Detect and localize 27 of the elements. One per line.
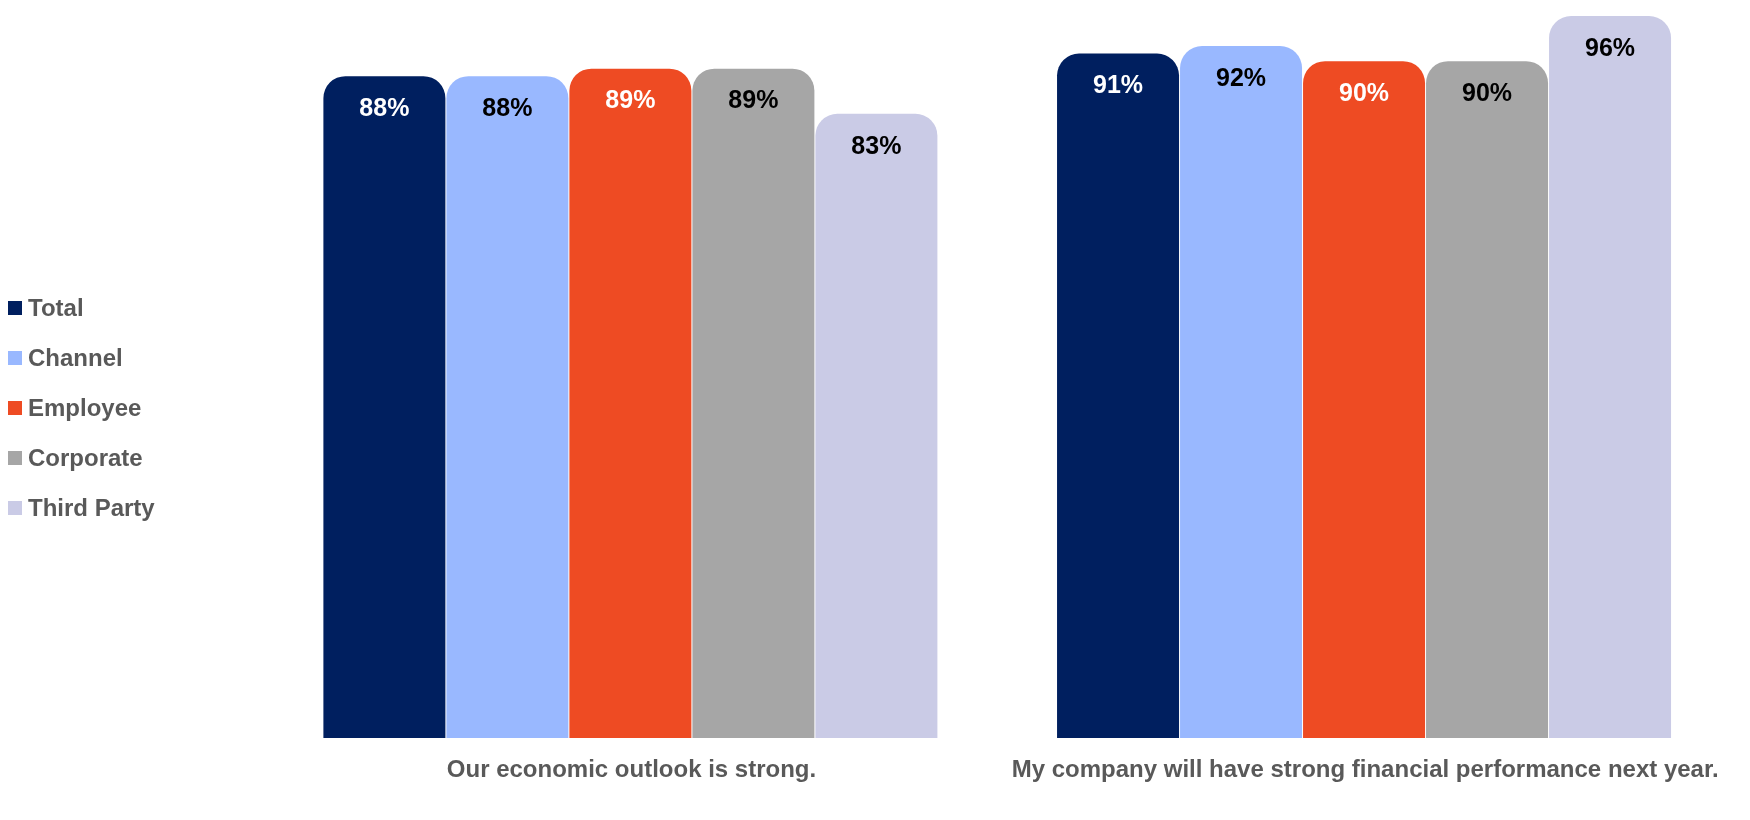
legend-label: Third Party [28,494,155,522]
legend-label: Channel [28,344,123,372]
data-label: 92% [1216,62,1267,91]
bar [1180,46,1303,738]
bar [446,76,569,738]
legend-label: Corporate [28,444,143,472]
bar [323,76,446,738]
data-label: 89% [605,85,656,114]
legend-label: Employee [28,394,142,422]
bar [1549,16,1672,738]
x-tick-label: Our economic outlook is strong. [446,755,817,783]
bar [1426,61,1549,738]
x-tick-label: My company will have strong financial performance next year. [1011,755,1719,783]
bar [692,68,815,738]
data-label: 90% [1339,77,1390,106]
data-label: 91% [1093,70,1144,99]
data-label: 88% [482,92,533,121]
bar [815,113,938,738]
legend-label: Total [28,294,84,322]
bar [1303,61,1426,738]
data-label: 83% [851,130,902,159]
data-label: 88% [359,92,410,121]
data-label: 90% [1462,77,1513,106]
data-label: 89% [728,85,779,114]
data-label: 96% [1585,32,1636,61]
bar [1057,53,1180,738]
bar [569,68,692,738]
